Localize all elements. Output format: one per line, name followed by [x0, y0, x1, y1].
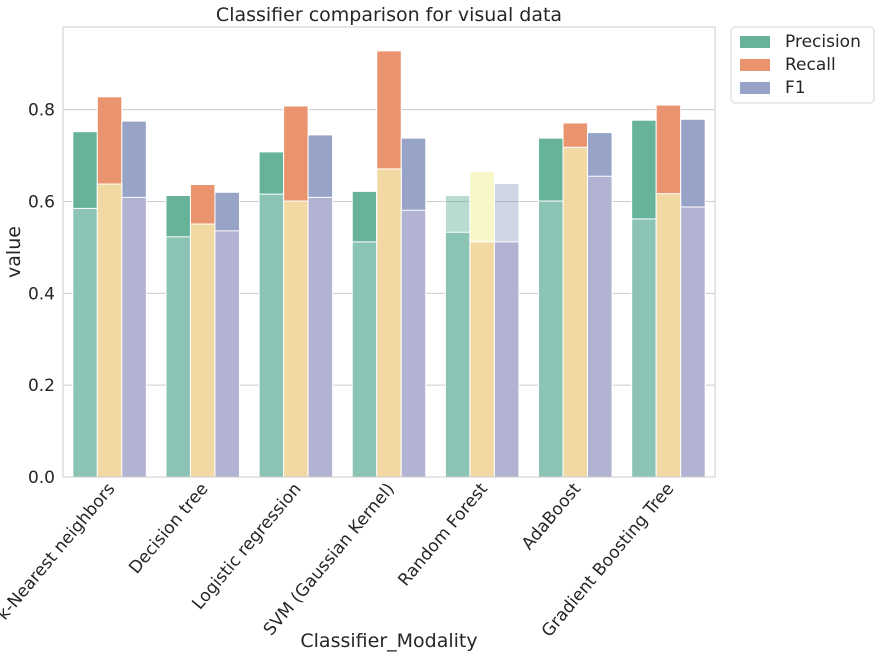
overlay-bar — [214, 230, 240, 478]
bars — [72, 50, 706, 478]
x-tick-label: Random Forest — [394, 479, 492, 590]
legend-swatch-f1 — [740, 82, 770, 94]
y-tick-label: 0.6 — [28, 192, 55, 212]
overlay-bar — [631, 218, 657, 478]
x-tick-label: Decision tree — [125, 479, 212, 578]
x-axis-title: Classifier_Modality — [300, 630, 477, 652]
overlay-bar — [562, 146, 589, 478]
overlay-bar — [469, 241, 495, 478]
overlay-bar — [444, 231, 471, 478]
x-tick-labels: k-Nearest neighbors Decision treeLogistic… — [0, 479, 678, 641]
y-tick-label: 0.2 — [28, 376, 55, 396]
overlay-bar — [587, 175, 613, 478]
y-tick-labels: 0.0 0.2 0.4 0.6 0.8 — [28, 101, 55, 488]
overlay-bar — [189, 223, 216, 478]
overlay-bar — [376, 168, 402, 478]
legend: Precision Recall F1 — [730, 26, 875, 104]
overlay-bar — [258, 193, 285, 478]
x-tick-label: k-Nearest neighbors — [0, 479, 119, 624]
overlay-bar — [680, 206, 706, 478]
overlay-bar — [538, 200, 564, 478]
overlay-bar — [165, 236, 191, 478]
legend-swatch-recall — [740, 59, 770, 71]
y-tick-label: 0.8 — [28, 101, 55, 121]
y-axis-title: value — [3, 226, 25, 278]
overlay-bar — [72, 207, 98, 478]
legend-label-precision: Precision — [785, 32, 861, 52]
overlay-bar — [307, 196, 334, 478]
overlay-bar — [351, 241, 378, 478]
overlay-bar — [400, 209, 427, 478]
bar-recall-highlight — [469, 171, 495, 243]
legend-label-recall: Recall — [785, 55, 836, 75]
overlay-bar — [655, 193, 682, 478]
y-tick-label: 0.4 — [28, 284, 55, 304]
legend-swatch-precision — [740, 36, 770, 48]
y-tick-label: 0.0 — [28, 468, 55, 488]
overlay-bar — [121, 196, 147, 478]
overlay-bar — [96, 183, 123, 478]
legend-label-f1: F1 — [785, 78, 806, 98]
chart-title: Classifier comparison for visual data — [216, 4, 562, 26]
overlay-bar — [283, 200, 309, 478]
plot-frame — [62, 26, 716, 478]
overlay-bar — [493, 241, 520, 478]
x-tick-label: AdaBoost — [518, 479, 585, 554]
